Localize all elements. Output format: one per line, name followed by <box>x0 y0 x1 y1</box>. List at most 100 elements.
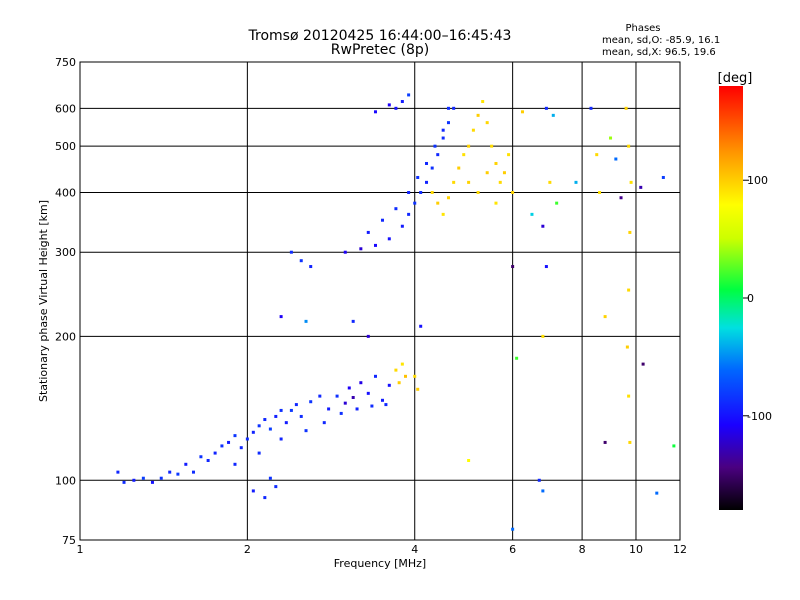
data-point <box>233 462 237 466</box>
data-point <box>268 427 272 431</box>
data-point <box>441 136 445 140</box>
data-point <box>268 476 272 480</box>
data-point <box>441 128 445 132</box>
data-point <box>627 394 631 398</box>
data-point <box>641 362 645 366</box>
data-point <box>299 414 303 418</box>
y-tick-label: 750 <box>55 56 76 69</box>
data-point <box>116 470 120 474</box>
colorbar-tick-label: 100 <box>747 174 768 187</box>
data-point <box>544 106 548 110</box>
data-point <box>425 180 429 184</box>
data-point <box>452 106 456 110</box>
data-point <box>141 476 145 480</box>
data-point <box>343 250 347 254</box>
data-point <box>446 121 450 125</box>
data-point <box>511 265 515 269</box>
grid-lines <box>80 62 680 540</box>
y-tick-label: 400 <box>55 186 76 199</box>
data-point <box>485 121 489 125</box>
data-point <box>168 470 172 474</box>
data-point <box>318 394 322 398</box>
colorbar-ticks: 100 0 -100 <box>743 174 772 423</box>
data-point <box>397 381 401 385</box>
data-point <box>498 180 502 184</box>
chart-title: Tromsø 20120425 16:44:00–16:45:43 <box>248 28 512 44</box>
data-point <box>394 106 398 110</box>
data-point <box>309 400 313 404</box>
data-point <box>199 455 203 459</box>
data-point <box>614 157 618 161</box>
data-point <box>433 144 437 148</box>
data-point <box>548 180 552 184</box>
data-point <box>370 404 374 408</box>
data-point <box>413 201 417 205</box>
colorbar: [deg] 100 0 -100 <box>718 71 772 510</box>
data-point <box>339 411 343 415</box>
y-tick-label: 600 <box>55 102 76 115</box>
data-point <box>462 153 466 157</box>
data-point <box>227 440 231 444</box>
data-point <box>624 106 628 110</box>
data-point <box>603 440 607 444</box>
phases-box-line1: mean, sd,O: -85.9, 16.1 <box>602 35 720 46</box>
data-point <box>335 394 339 398</box>
data-point <box>627 144 631 148</box>
y-tick-label: 100 <box>55 474 76 487</box>
data-point <box>407 212 411 216</box>
data-point <box>457 166 461 170</box>
colorbar-gradient <box>719 86 743 510</box>
data-point <box>279 437 283 441</box>
data-point <box>359 247 363 251</box>
data-point <box>380 218 384 222</box>
data-point <box>299 259 303 263</box>
data-point <box>257 451 261 455</box>
data-point <box>494 161 498 165</box>
data-point <box>555 201 559 205</box>
data-point <box>206 458 210 462</box>
data-point <box>544 265 548 269</box>
y-tick-label: 300 <box>55 246 76 259</box>
data-point <box>476 113 480 117</box>
data-point <box>122 480 126 484</box>
data-point <box>537 478 541 482</box>
data-point <box>132 478 136 482</box>
data-point <box>220 444 224 448</box>
data-point <box>400 362 404 366</box>
data-point <box>327 407 331 411</box>
data-point <box>481 100 485 104</box>
y-tick-label: 500 <box>55 140 76 153</box>
data-point <box>351 319 355 323</box>
data-point <box>628 440 632 444</box>
data-point <box>251 430 255 434</box>
data-point <box>387 103 391 107</box>
y-axis-label: Stationary phase Virtual Height [km] <box>37 200 50 402</box>
data-point <box>541 489 545 493</box>
data-point <box>191 470 195 474</box>
data-point <box>413 374 417 378</box>
data-point <box>416 175 420 179</box>
data-point <box>400 224 404 228</box>
data-point <box>251 489 255 493</box>
data-point <box>400 100 404 104</box>
data-point <box>387 237 391 241</box>
data-point <box>309 265 313 269</box>
data-point <box>551 113 555 117</box>
x-tick-label: 6 <box>509 543 516 556</box>
data-point <box>176 472 180 476</box>
phases-box-line2: mean, sd,X: 96.5, 19.6 <box>602 47 716 58</box>
data-point <box>213 451 217 455</box>
data-point <box>416 387 420 391</box>
x-tick-label: 12 <box>673 543 687 556</box>
data-point <box>304 429 308 433</box>
data-point <box>289 250 293 254</box>
data-point <box>419 190 423 194</box>
data-point <box>490 144 494 148</box>
data-point <box>351 395 355 399</box>
data-point <box>380 398 384 402</box>
data-point <box>359 381 363 385</box>
data-point <box>387 383 391 387</box>
x-tick-labels: 1 2 4 6 8 10 12 <box>77 543 688 556</box>
data-point <box>425 161 429 165</box>
chart-subtitle: RwPretec (8p) <box>331 42 429 58</box>
